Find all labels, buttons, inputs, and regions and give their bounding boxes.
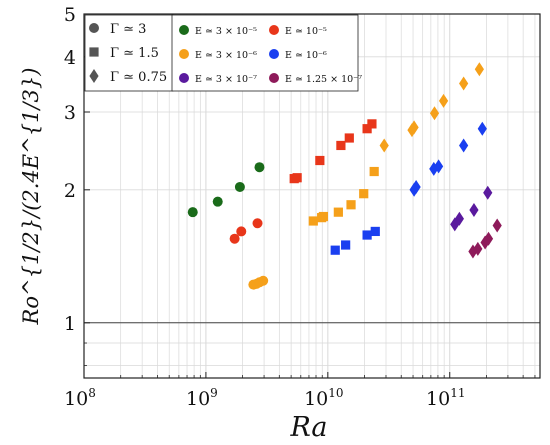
data-point-circle [234,181,245,192]
data-point-diamond [379,138,389,153]
shape-legend-label: Γ ≃ 0.75 [110,70,167,85]
data-point-square [336,140,346,151]
x-tick-label: 1010 [304,386,343,410]
legend-marker-circle [89,23,99,33]
data-point-diamond [477,121,487,136]
data-point-circle [187,207,198,218]
data-point-diamond [474,62,484,77]
data-point-square [292,173,302,183]
data-point-diamond [492,218,502,233]
shape-legend-label: Γ ≃ 1.5 [110,46,159,61]
x-tick-label: 1011 [426,386,465,410]
data-point-diamond [459,76,469,91]
legend-marker-square [89,47,99,57]
data-point-square [344,133,354,143]
color-legend-box [171,14,359,92]
data-point-square [308,216,318,226]
legend-color-marker [179,25,189,35]
color-legend-label: E ≃ 10⁻⁶ [285,50,327,61]
color-legend-label: E ≃ 3 × 10⁻⁵ [195,26,257,37]
data-point-square [346,200,356,210]
legend-marker-diamond [89,69,99,83]
data-point-circle [252,218,263,229]
data-point-square [367,119,377,129]
legends: Γ ≃ 3 Γ ≃ 1.5 Γ ≃ 0.75 E ≃ 3 × 10⁻⁵ E ≃ 10⁻⁵… [84,14,362,92]
legend-color-marker [269,49,279,59]
y-tick-label: 1 [64,313,76,335]
data-point-diamond [409,120,419,135]
legend-color-marker [179,49,189,59]
data-point-diamond [473,241,483,256]
y-tick-label: 4 [64,47,76,69]
x-tick-label: 108 [64,386,96,410]
color-legend-label: E ≃ 1.25 × 10⁻⁷ [285,74,362,85]
data-point-diamond [483,231,494,246]
y-tick-label: 3 [64,102,76,124]
data-point-diamond [469,203,479,218]
y-axis-label: Ro^{1/2}/(2.4E^{1/3}) [19,68,43,326]
shape-legend-box [84,14,174,92]
data-point-square [341,240,351,250]
shape-legend-label: Γ ≃ 3 [110,22,146,37]
data-point-circle [212,196,223,207]
data-point-circle [254,162,265,173]
data-point-diamond [483,185,493,200]
color-legend-label: E ≃ 10⁻⁵ [285,26,327,37]
data-point-diamond [411,179,421,194]
data-point-square [369,166,379,177]
data-point-circle [236,226,247,237]
plot-frame [83,13,541,379]
y-tick-label: 2 [64,180,76,202]
data-point-square [370,226,380,237]
data-point-diamond [480,235,490,250]
data-point-diamond [429,106,440,121]
data-point-diamond [459,138,469,153]
data-point-circle [229,233,240,244]
data-point-square [330,245,340,255]
color-legend-label: E ≃ 3 × 10⁻⁷ [195,74,257,85]
y-tick-label: 5 [64,4,76,26]
data-point-diamond [433,159,444,174]
data-point-diamond [454,211,464,226]
x-axis-label: Ra [289,412,327,443]
legend-color-marker [269,73,279,83]
legend-color-marker [179,73,189,83]
legend-color-marker [269,25,279,35]
data-points [187,62,502,290]
data-point-square [318,211,329,222]
ticks: 108 109 1010 1011 1 2 3 4 5 [64,4,536,410]
data-point-square [315,155,325,166]
data-point-square [362,230,372,240]
axis-labels: Ra Ro^{1/2}/(2.4E^{1/3}) [19,68,328,443]
data-point-circle [258,275,269,286]
data-point-square [359,189,369,199]
data-point-square [333,207,343,217]
color-legend-label: E ≃ 3 × 10⁻⁶ [195,50,257,61]
x-tick-label: 109 [186,386,218,410]
data-point-diamond [438,93,449,108]
data-point-square [362,124,372,134]
